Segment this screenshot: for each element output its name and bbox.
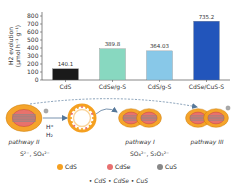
ring-dot bbox=[92, 117, 94, 119]
data-label: 140.1 bbox=[58, 61, 74, 67]
ring-dot bbox=[85, 127, 87, 129]
annotation: • CdS • CdSe • CuS bbox=[89, 177, 148, 184]
legend-swatch bbox=[157, 164, 163, 170]
y-axis-line bbox=[42, 12, 43, 80]
legend-entry: CdSe bbox=[115, 163, 131, 170]
ring-dot bbox=[71, 121, 73, 123]
nanostructure bbox=[137, 109, 162, 128]
x-tick-label: CdS bbox=[60, 83, 72, 90]
ring-dot bbox=[71, 113, 73, 115]
cus-stripe bbox=[12, 116, 35, 117]
bar bbox=[100, 49, 126, 80]
bar bbox=[147, 51, 173, 80]
ring-dot bbox=[85, 107, 87, 109]
y-axis-label-line: H2 evolution bbox=[7, 27, 14, 65]
cus-stripe bbox=[208, 119, 224, 121]
cus-stripe bbox=[141, 119, 157, 121]
cds-shell bbox=[137, 109, 162, 128]
annotation: pathway III bbox=[190, 138, 224, 146]
cdse-core bbox=[12, 109, 35, 126]
pt-sphere bbox=[44, 109, 48, 113]
ring-dot bbox=[73, 109, 75, 111]
y-tick-label: 300 bbox=[27, 52, 39, 59]
cdse-core bbox=[141, 112, 157, 124]
y-tick-label: 400 bbox=[27, 44, 39, 51]
x-tick-label: CdS/g-S bbox=[148, 83, 172, 91]
cus-stripe bbox=[12, 118, 35, 119]
ring-dot bbox=[70, 117, 72, 119]
ring-dot bbox=[81, 128, 83, 130]
figure: 0100200300400500600700800 CdS CdSe/g-S CdS/… bbox=[0, 0, 237, 189]
arrow bbox=[96, 109, 117, 114]
annotation: H⁺ bbox=[46, 123, 54, 130]
annotation: S²⁻, SO₄²⁻ bbox=[20, 150, 50, 157]
x-tick-label: CdSe/CuS-S bbox=[189, 83, 224, 90]
annotation: H₂ bbox=[46, 131, 54, 138]
ring-dot bbox=[91, 113, 93, 115]
cds-shell bbox=[6, 105, 42, 132]
bar bbox=[53, 69, 79, 80]
axes: 0100200300400500600700800 CdS CdSe/g-S CdS/… bbox=[27, 12, 230, 91]
y-tick-label: 500 bbox=[27, 36, 39, 43]
bar bbox=[194, 21, 220, 80]
y-tick-label: 200 bbox=[27, 60, 39, 67]
y-axis-label: H2 evolution(μmol h⁻¹ g⁻¹) bbox=[7, 25, 22, 67]
nanostructure bbox=[204, 109, 229, 128]
annotation: pathway II bbox=[7, 138, 39, 146]
bars bbox=[53, 21, 220, 80]
ring-dot bbox=[89, 109, 91, 111]
nanostructure bbox=[6, 105, 42, 132]
cus-stripe bbox=[12, 114, 35, 115]
legend-swatch bbox=[57, 164, 63, 170]
ring-dot bbox=[91, 121, 93, 123]
ring-dot bbox=[77, 127, 79, 129]
legend-entry: CdS bbox=[65, 163, 77, 170]
cdse-core bbox=[208, 112, 224, 124]
cus-stripe bbox=[208, 116, 224, 118]
data-label: 735.2 bbox=[199, 14, 215, 20]
y-tick-label: 800 bbox=[27, 12, 39, 19]
cus-stripe bbox=[208, 115, 224, 117]
arrow-dashed bbox=[30, 99, 197, 107]
cus-stripe bbox=[12, 121, 35, 122]
ring-dot bbox=[77, 107, 79, 109]
arrow bbox=[43, 118, 67, 119]
ring-dot bbox=[89, 125, 91, 127]
cus-stripe bbox=[141, 115, 157, 117]
y-tick-label: 100 bbox=[27, 68, 39, 75]
hollow-ring-inner bbox=[74, 110, 91, 127]
data-label: 364.03 bbox=[150, 43, 170, 49]
y-tick-label: 600 bbox=[27, 28, 39, 35]
data-label: 389.8 bbox=[105, 41, 121, 47]
schematic: pathway I pathway II pathway III S²⁻, SO₄²⁻… bbox=[6, 99, 230, 184]
hollow-ring bbox=[69, 105, 95, 131]
y-tick-label: 700 bbox=[27, 20, 39, 27]
legend-entry: CuS bbox=[165, 163, 177, 170]
ring-dot bbox=[81, 106, 83, 108]
pt-sphere bbox=[226, 106, 230, 110]
ring-dot bbox=[73, 125, 75, 127]
cus-stripe bbox=[208, 118, 224, 120]
cus-stripe bbox=[141, 118, 157, 120]
x-tick-label: CdSe/g-S bbox=[99, 83, 126, 91]
legend-swatch bbox=[107, 164, 113, 170]
y-axis-label-line: (μmol h⁻¹ g⁻¹) bbox=[14, 25, 22, 67]
y-tick-label: 0 bbox=[35, 76, 39, 83]
annotation: SO₄²⁻, S₂O₃²⁻ bbox=[130, 150, 169, 157]
annotation: pathway I bbox=[124, 138, 155, 146]
cds-shell bbox=[204, 109, 229, 128]
cus-stripe bbox=[141, 116, 157, 118]
